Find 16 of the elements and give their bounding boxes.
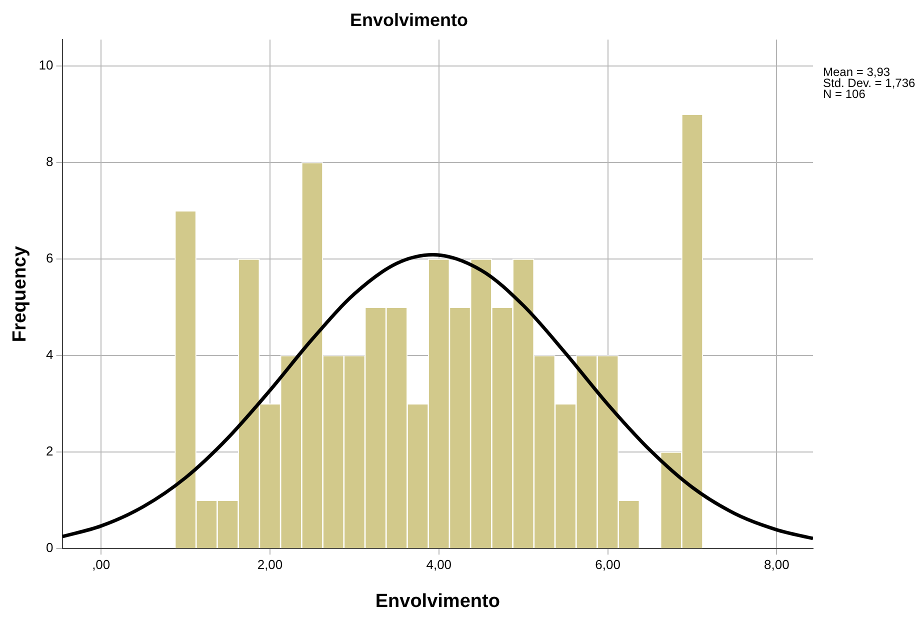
y-tick-label: 6 [46, 250, 54, 266]
x-tick-label: ,00 [92, 556, 110, 572]
y-tick-label: 0 [46, 540, 54, 556]
y-tick-label: 10 [38, 58, 54, 73]
chart-title: Envolvimento [350, 10, 468, 30]
y-tick-label: 4 [46, 347, 54, 362]
x-tick-label: 8,00 [764, 556, 790, 572]
y-tick-label: 2 [46, 444, 54, 459]
x-tick-label: 6,00 [595, 556, 620, 572]
y-axis-title: Frequency [10, 246, 31, 342]
x-tick-label: 4,00 [426, 556, 452, 572]
text: Mean = 3,93 [823, 64, 890, 79]
x-axis-title: Envolvimento [375, 590, 500, 612]
text: N = 106 [823, 86, 866, 101]
x-tick-label: 2,00 [257, 556, 283, 572]
y-tick-label: 8 [46, 154, 54, 170]
